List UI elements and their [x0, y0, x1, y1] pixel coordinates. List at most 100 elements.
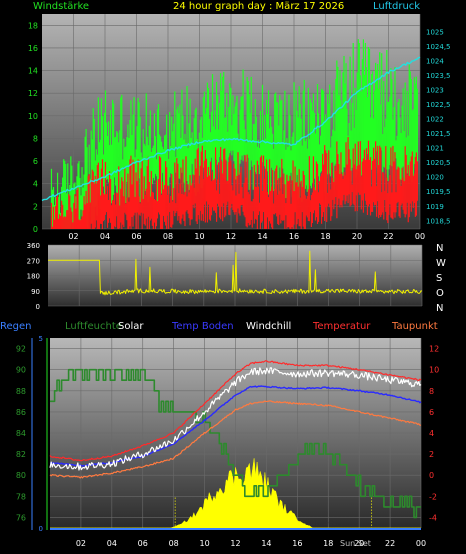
temperature-line	[49, 360, 422, 462]
windchill-line	[49, 367, 422, 471]
pressure-tick-label: 1019,5	[426, 188, 451, 196]
axes: 0246810121416181018,510191019,510201020,…	[16, 21, 451, 548]
wind-x-tick-label: 18	[320, 232, 330, 241]
compass-label: W	[436, 258, 446, 269]
humidity-tick-label: 92	[16, 345, 26, 354]
temp-x-tick-label: 08	[169, 539, 179, 548]
wind-x-tick-label: 20	[352, 232, 362, 241]
humidity-tick-label: 90	[16, 366, 26, 375]
compass-label: N	[436, 303, 443, 314]
pressure-tick-label: 1025	[426, 28, 444, 36]
temp-tick-label: 10	[429, 366, 439, 375]
temp-tick-label: 6	[429, 408, 434, 417]
wind-tick-label: 0	[33, 225, 38, 234]
legend-solar: Solar	[118, 321, 144, 332]
legend-rain: Regen	[0, 321, 32, 332]
humidity-tick-label: 78	[16, 492, 26, 501]
temp-x-tick-label: 14	[261, 539, 271, 548]
legend-temperature: Temperatur	[312, 321, 371, 332]
legend-dewpoint: Taupunkt	[391, 321, 438, 332]
temp-x-tick-label: 18	[323, 539, 333, 548]
wind-direction-line	[48, 250, 423, 296]
temp-tick-label: 4	[429, 429, 434, 438]
temp-x-tick-label: 16	[292, 539, 302, 548]
wind-x-tick-label: 16	[289, 232, 299, 241]
temp-x-tick-label: 00	[416, 539, 426, 548]
wind-x-tick-label: 02	[68, 232, 78, 241]
wind-x-tick-label: 00	[415, 232, 425, 241]
pressure-tick-label: 1021,5	[426, 130, 451, 138]
wind-x-tick-label: 22	[383, 232, 393, 241]
humidity-line	[50, 368, 421, 519]
wind-x-tick-label: 08	[163, 232, 173, 241]
wind-x-tick-label: 14	[257, 232, 267, 241]
direction-tick-label: 180	[27, 273, 40, 281]
wind-tick-label: 8	[33, 134, 38, 143]
legend-humidity: Luftfeuchte	[65, 321, 122, 332]
temp-tick-label: 0	[429, 471, 434, 480]
humidity-tick-label: 80	[16, 471, 26, 480]
humidity-tick-label: 88	[16, 387, 26, 396]
wind-axis-label: Windstärke	[33, 1, 89, 12]
compass-label: N	[436, 243, 443, 254]
pressure-tick-label: 1022	[426, 116, 444, 124]
dewpoint-line	[49, 400, 422, 479]
pressure-tick-label: 1019	[426, 203, 444, 211]
temp-x-tick-label: 22	[385, 539, 395, 548]
pressure-tick-label: 1022,5	[426, 101, 451, 109]
pressure-tick-label: 1021	[426, 145, 444, 153]
temp-x-tick-label: 10	[199, 539, 209, 548]
temp-x-tick-label: 04	[107, 539, 117, 548]
wind-tick-label: 12	[28, 89, 38, 98]
pressure-tick-label: 1020,5	[426, 159, 451, 167]
pressure-tick-label: 1024,5	[426, 43, 451, 51]
sunset-annotation-axis: Sun Set	[340, 539, 371, 548]
pressure-line	[41, 56, 421, 202]
pressure-tick-label: 1018,5	[426, 217, 451, 225]
rain-tick-label: 0	[39, 525, 43, 533]
wind-tick-label: 16	[28, 44, 38, 53]
wind-tick-label: 2	[33, 202, 38, 211]
direction-tick-label: 360	[27, 242, 40, 250]
pressure-axis-label: Luftdruck	[373, 1, 420, 12]
compass-label: O	[436, 288, 444, 299]
humidity-tick-label: 86	[16, 408, 26, 417]
pressure-tick-label: 1024	[426, 57, 444, 65]
wind-tick-label: 18	[28, 21, 38, 30]
wind-x-tick-label: 12	[226, 232, 236, 241]
humidity-tick-label: 84	[16, 429, 26, 438]
humidity-tick-label: 76	[16, 513, 26, 522]
sunset-annotation: Sun Set	[305, 518, 336, 527]
pressure-tick-label: 1023,5	[426, 72, 451, 80]
temp-tick-label: 2	[429, 450, 434, 459]
temp-x-tick-label: 20	[354, 539, 364, 548]
wind-x-tick-label: 10	[194, 232, 204, 241]
wind-tick-label: 10	[28, 112, 38, 121]
rain-tick-label: 5	[39, 335, 43, 343]
temp-x-tick-label: 02	[76, 539, 86, 548]
humidity-tick-label: 82	[16, 450, 26, 459]
wind-tick-label: 4	[33, 180, 38, 189]
temp-x-tick-label: 12	[230, 539, 240, 548]
compass-label: S	[436, 273, 442, 284]
wind-x-tick-label: 04	[100, 232, 110, 241]
temp-tick-label: 12	[429, 345, 439, 354]
direction-tick-label: 0	[36, 303, 40, 311]
direction-tick-label: 270	[27, 257, 40, 265]
pressure-tick-label: 1020	[426, 174, 444, 182]
wind-tick-label: 14	[28, 67, 38, 76]
temp-tick-label: 8	[429, 387, 434, 396]
wind-x-tick-label: 06	[131, 232, 141, 241]
temp-tick-label: -2	[429, 492, 437, 501]
legend-temp-ground: Temp Boden	[171, 321, 234, 332]
data-layer	[41, 39, 423, 529]
temp-tick-label: -4	[429, 513, 437, 522]
direction-tick-label: 90	[31, 288, 40, 296]
pressure-tick-label: 1023	[426, 87, 444, 95]
temp-x-tick-label: 06	[138, 539, 148, 548]
chart-title: 24 hour graph day : März 17 2026	[173, 1, 344, 12]
wind-tick-label: 6	[33, 157, 38, 166]
temp-ground-line	[49, 385, 422, 467]
legend-windchill: Windchill	[246, 321, 291, 332]
